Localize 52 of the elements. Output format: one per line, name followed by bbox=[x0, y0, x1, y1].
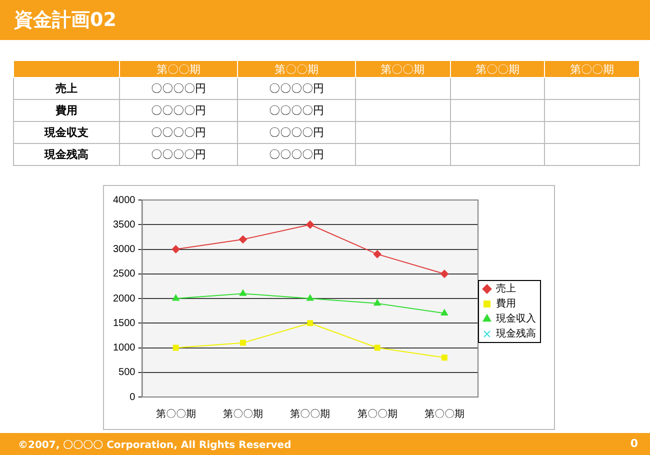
text: 第〇〇期 bbox=[355, 60, 450, 78]
y-tick-label: 3500 bbox=[112, 219, 136, 230]
text: 〇〇〇〇円 bbox=[120, 100, 238, 122]
text: 〇〇〇〇円 bbox=[120, 144, 238, 166]
text: 現金残高 bbox=[14, 144, 120, 166]
text: 0 bbox=[630, 437, 638, 450]
y-tick-label: 2000 bbox=[112, 293, 136, 304]
point bbox=[373, 250, 382, 258]
y-tick-label: 3000 bbox=[112, 244, 136, 255]
text: 〇〇〇〇円 bbox=[120, 78, 238, 100]
chart-title: 資金計画02 bbox=[14, 8, 116, 33]
point bbox=[374, 299, 381, 306]
y-tick-label: 500 bbox=[118, 367, 136, 378]
text: 〇〇〇〇円 bbox=[237, 144, 356, 166]
x-tick-label: 第〇〇期 bbox=[156, 408, 196, 420]
y-tick-label: 1000 bbox=[112, 342, 136, 354]
text: 費用 bbox=[14, 100, 120, 122]
point bbox=[172, 294, 180, 301]
text: 〇〇〇〇円 bbox=[237, 100, 356, 122]
x-tick-label: 第〇〇期 bbox=[357, 408, 398, 420]
x-tick-label: 第〇〇期 bbox=[222, 408, 263, 420]
text: 第〇〇期 bbox=[544, 60, 640, 78]
text: 売上 bbox=[14, 78, 120, 100]
point bbox=[238, 235, 247, 244]
point bbox=[172, 344, 179, 351]
point bbox=[306, 220, 314, 229]
x-tick-label: 第〇〇期 bbox=[290, 408, 330, 420]
legend-label: 売上 bbox=[496, 282, 516, 295]
legend-label: 費用 bbox=[496, 298, 516, 310]
point bbox=[307, 320, 314, 326]
text: 第〇〇期 bbox=[237, 60, 356, 78]
text: 第〇〇期 bbox=[450, 60, 545, 78]
text: 〇〇〇〇円 bbox=[237, 78, 356, 100]
y-tick-label: 0 bbox=[130, 392, 136, 403]
x-tick-label: 第〇〇期 bbox=[424, 408, 464, 420]
text: 現金収支 bbox=[14, 122, 120, 144]
point bbox=[441, 354, 448, 361]
text: ©2007, 〇〇〇〇 Corporation, All Rights Reserved bbox=[18, 439, 292, 452]
point bbox=[440, 270, 448, 278]
point bbox=[440, 309, 448, 316]
point bbox=[239, 290, 247, 296]
text: 〇〇〇〇円 bbox=[120, 122, 238, 144]
legend-label: 現金残高 bbox=[496, 328, 536, 340]
point bbox=[240, 340, 246, 346]
legend-label: 現金収入 bbox=[496, 312, 536, 325]
text: 第〇〇期 bbox=[120, 60, 238, 78]
point bbox=[306, 294, 314, 301]
y-tick-label: 2500 bbox=[112, 268, 136, 280]
y-tick-label: 4000 bbox=[112, 194, 136, 206]
text: 〇〇〇〇円 bbox=[237, 122, 356, 144]
point bbox=[172, 245, 180, 254]
y-tick-label: 1500 bbox=[112, 318, 136, 329]
